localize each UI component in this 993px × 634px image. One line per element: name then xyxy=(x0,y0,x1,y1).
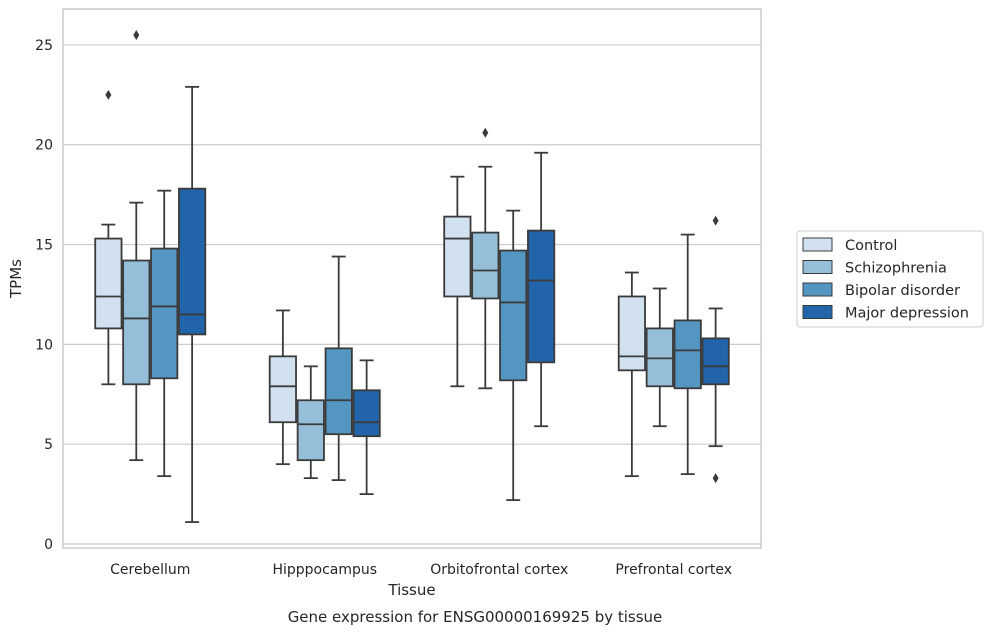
x-tick-label-2: Orbitofrontal cortex xyxy=(430,562,568,578)
box-body xyxy=(617,295,646,372)
box-1-2 xyxy=(324,255,353,482)
legend-swatch xyxy=(802,237,833,252)
box-2-3 xyxy=(527,151,556,428)
box-3-2 xyxy=(673,233,702,476)
box-0-3 xyxy=(178,85,207,523)
box-groups xyxy=(94,29,730,523)
box-1-0 xyxy=(268,309,297,466)
box-0-0 xyxy=(94,89,123,386)
x-tick-label-0: Cerebellum xyxy=(110,562,190,578)
box-2-2 xyxy=(499,209,528,501)
box-body xyxy=(296,399,325,462)
box-0-1 xyxy=(122,29,151,462)
box-body xyxy=(471,231,500,300)
x-tick-label-1: Hipppocampus xyxy=(272,562,377,578)
plot-frame xyxy=(62,8,762,549)
box-2-0 xyxy=(443,175,472,388)
y-tick-label-3: 15 xyxy=(35,238,53,254)
y-axis-label: TPMs xyxy=(7,259,25,299)
outlier-point-0 xyxy=(712,473,719,484)
box-body xyxy=(499,249,528,382)
box-body xyxy=(443,215,472,298)
box-body xyxy=(94,237,123,330)
legend-frame xyxy=(796,230,984,328)
outlier-point-0 xyxy=(133,29,140,40)
x-tick-label-3: Prefrontal cortex xyxy=(615,562,732,578)
box-body xyxy=(178,187,207,336)
y-tick-label-1: 5 xyxy=(44,437,53,453)
box-1-3 xyxy=(352,359,381,496)
legend-label: Bipolar disorder xyxy=(845,283,960,299)
box-0-2 xyxy=(150,189,179,478)
legend-swatch xyxy=(802,260,833,274)
y-tick-label-4: 20 xyxy=(35,138,53,154)
box-body xyxy=(527,229,556,364)
box-3-1 xyxy=(645,287,674,428)
x-axis-ticks: Cerebellum Hipppocampus Orbitofrontal cort… xyxy=(110,562,732,578)
box-body xyxy=(150,247,179,380)
legend-item-3: Major depression xyxy=(802,305,969,322)
box-body xyxy=(122,259,151,386)
box-body xyxy=(352,389,381,438)
outlier-point-0 xyxy=(482,127,489,138)
box-3-3 xyxy=(701,215,730,484)
box-group-3 xyxy=(617,215,730,484)
x-axis-label: Tissue xyxy=(387,581,435,599)
box-body xyxy=(268,355,297,424)
y-tick-label-2: 10 xyxy=(35,337,53,353)
box-group-2 xyxy=(443,127,556,501)
legend-swatch xyxy=(802,305,833,319)
y-axis-ticks: 0 5 10 15 20 25 xyxy=(35,38,53,553)
box-body xyxy=(645,327,674,388)
box-body xyxy=(701,337,730,386)
y-tick-label-0: 0 xyxy=(44,537,53,553)
legend-item-1: Schizophrenia xyxy=(802,260,947,277)
legend-item-0: Control xyxy=(802,237,897,254)
chart-caption: Gene expression for ENSG00000169925 by t… xyxy=(288,608,663,626)
legend-item-2: Bipolar disorder xyxy=(802,282,960,299)
legend-label: Major depression xyxy=(845,306,969,322)
legend: Control Schizophrenia Bipolar disorder Majo… xyxy=(796,230,984,328)
box-group-0 xyxy=(94,29,207,523)
y-tick-label-5: 25 xyxy=(35,38,53,54)
box-2-1 xyxy=(471,127,500,390)
legend-label: Schizophrenia xyxy=(845,261,947,277)
box-3-0 xyxy=(617,271,646,478)
box-body xyxy=(324,347,353,436)
box-1-1 xyxy=(296,365,325,480)
box-group-1 xyxy=(268,255,381,496)
outlier-point-1 xyxy=(712,215,719,226)
outlier-point-0 xyxy=(105,89,112,100)
legend-swatch xyxy=(802,282,833,297)
legend-label: Control xyxy=(845,238,897,254)
box-body xyxy=(673,319,702,390)
